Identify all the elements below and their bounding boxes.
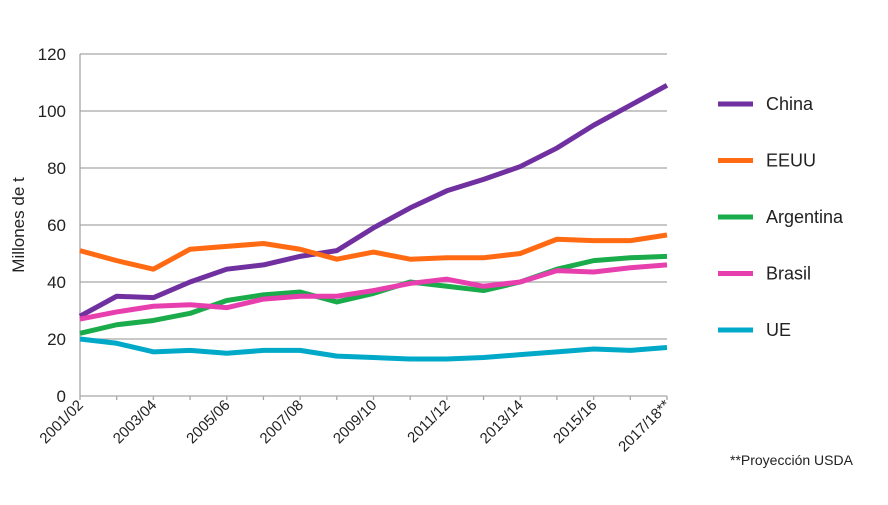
y-tick-label: 20 bbox=[47, 330, 66, 349]
x-tick-label: 2015/16 bbox=[550, 397, 600, 447]
legend-label: Argentina bbox=[766, 207, 844, 227]
y-tick-label: 100 bbox=[38, 102, 66, 121]
y-axis-label: Millones de t bbox=[9, 177, 28, 273]
x-tick-label: 2013/14 bbox=[477, 397, 527, 447]
series-line-argentina bbox=[79, 253, 668, 336]
series-line-ue bbox=[79, 336, 668, 362]
series-line-china bbox=[78, 83, 669, 319]
y-tick-label: 120 bbox=[38, 45, 66, 64]
y-tick-label: 0 bbox=[57, 387, 66, 406]
x-tick-label: 2017/18** bbox=[615, 397, 674, 456]
x-tick-label: 2011/12 bbox=[404, 397, 454, 447]
x-tick-label: 2009/10 bbox=[330, 397, 380, 447]
y-tick-label: 40 bbox=[47, 273, 66, 292]
legend-label: China bbox=[766, 94, 814, 114]
footnote: **Proyección USDA bbox=[730, 452, 853, 468]
y-tick-label: 60 bbox=[47, 216, 66, 235]
x-tick-label: 2007/08 bbox=[257, 397, 307, 447]
legend-label: UE bbox=[766, 320, 791, 340]
series-line-brasil bbox=[79, 262, 668, 322]
legend-label: EEUU bbox=[766, 151, 816, 171]
series-line-eeuu bbox=[79, 232, 668, 272]
y-tick-label: 80 bbox=[47, 159, 66, 178]
legend-label: Brasil bbox=[766, 264, 811, 284]
x-tick-label: 2005/06 bbox=[183, 397, 233, 447]
x-tick-label: 2003/04 bbox=[110, 397, 160, 447]
